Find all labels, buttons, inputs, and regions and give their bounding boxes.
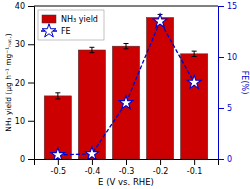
tick-label: 0 [20,155,25,164]
tick-label: 5 [227,104,232,113]
tick: 40 [15,2,34,11]
frame-top [34,6,218,7]
error-stem [194,51,195,56]
tick-mark [218,159,224,160]
tick: -0.1 [187,159,203,176]
error-bar [192,51,197,56]
tick-label: -0.2 [153,167,169,176]
tick-label: 10 [227,53,237,62]
bar [146,17,173,159]
tick-mark [218,108,224,109]
error-stem [91,47,92,52]
error-cap [192,51,197,52]
chart: -0.5 -0.4 -0.3 -0.2 -0.1 0 10 20 30 40 0 5 10 15 NH₃ y… [0,0,250,189]
tick-mark [28,159,34,160]
legend-box [38,10,104,40]
legend-label: NH₃ yield [61,15,98,24]
x-axis-title: E (V vs. RHE) [98,177,154,187]
axis-line [219,7,225,160]
marker [51,148,65,159]
x-axis: -0.5 -0.4 -0.3 -0.2 -0.1 [35,159,219,176]
y-axis: 0 10 20 30 40 [15,2,35,164]
tick-label: 30 [15,40,25,49]
tick: 0 [20,155,34,164]
line [58,21,194,155]
tick: 0 [218,155,232,164]
tick-label: -0.1 [187,167,203,176]
marker [85,147,99,159]
error-cap [89,52,94,53]
tick: 10 [218,53,237,62]
axis-line [28,7,35,160]
y2-axis-title: FE(%) [240,71,249,95]
error-cap [55,98,60,99]
tick-label: -0.4 [85,167,101,176]
legend-label: FE [61,27,71,36]
bar [112,46,139,159]
tick-label: 10 [15,117,25,126]
tick: 20 [15,79,34,88]
legend-item: NH₃ yield [42,15,98,24]
tick: 30 [15,40,34,49]
tick: 10 [15,117,34,126]
y2-axis: 0 5 10 15 [218,2,237,164]
tick-label: 0 [227,155,232,164]
tick-mark [126,159,127,165]
tick-mark [194,159,195,165]
chart-container: -0.5 -0.4 -0.3 -0.2 -0.1 0 10 20 30 40 0 5 10 15 NH₃ y… [0,0,250,189]
error-bar [55,93,60,99]
bar [78,50,105,159]
legend: NH₃ yield FE [38,10,104,40]
tick: -0.5 [51,159,67,176]
error-cap [89,47,94,48]
tick-label: 20 [15,79,25,88]
tick-mark [28,121,34,122]
error-bar [124,43,129,48]
legend-item: FE [41,24,71,37]
marker [119,96,133,109]
error-bar [89,47,94,52]
tick-mark [92,159,93,165]
y-axis-title: NH₃ yield (μg h⁻¹ mg⁻¹ₙₐₜ.) [4,33,13,132]
tick-mark [160,159,161,165]
tick-mark [218,57,224,58]
plot-area: -0.5 -0.4 -0.3 -0.2 -0.1 0 10 20 30 40 0 5 10 15 NH₃ y… [15,2,237,176]
tick: -0.2 [153,159,169,176]
tick: 5 [218,104,232,113]
tick-mark [28,6,34,7]
legend-marker [42,24,56,37]
tick-mark [28,83,34,84]
tick-mark [218,6,224,7]
bar [181,54,208,159]
error-stem [126,43,127,48]
marker [187,75,201,88]
tick-mark [28,44,34,45]
marker [153,14,167,27]
tick: -0.4 [85,159,101,176]
tick-mark [58,159,59,165]
error-cap [55,92,60,93]
tick-label: -0.3 [119,167,135,176]
tick-label: -0.5 [51,167,67,176]
tick-label: 40 [15,2,25,11]
legend-swatch [42,15,56,23]
tick: -0.3 [119,159,135,176]
tick-label: 15 [227,2,237,11]
error-stem [57,93,58,99]
axis-line [35,160,219,166]
tick: 15 [218,2,237,11]
error-cap [192,56,197,57]
error-cap [124,43,129,44]
error-cap [124,48,129,49]
